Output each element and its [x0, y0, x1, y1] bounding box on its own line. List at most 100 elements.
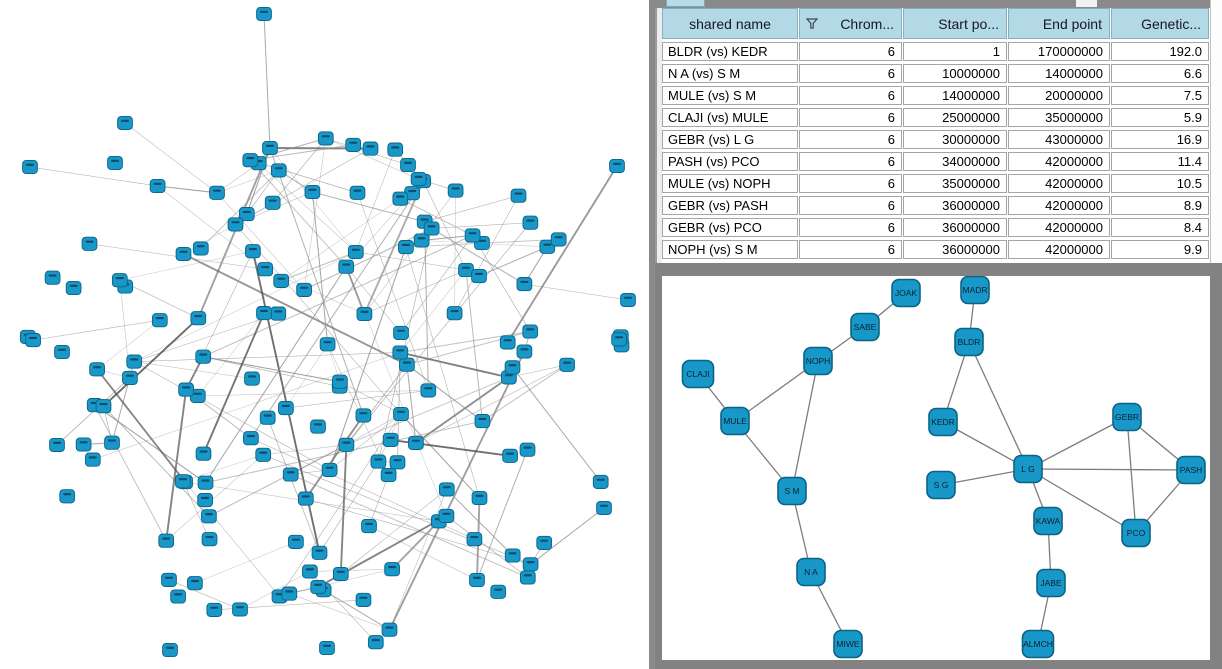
table-cell[interactable]: 16.9 — [1111, 130, 1209, 149]
network-node[interactable] — [438, 482, 455, 497]
node-KAWA[interactable]: KAWA — [1033, 506, 1063, 536]
network-node[interactable] — [408, 435, 424, 450]
node-MULE[interactable]: MULE — [720, 406, 750, 436]
network-node[interactable] — [201, 509, 217, 524]
network-node[interactable] — [178, 382, 194, 397]
network-node[interactable] — [446, 306, 463, 321]
network-node[interactable] — [262, 140, 278, 156]
table-cell[interactable]: 1 — [903, 42, 1007, 61]
network-node[interactable] — [175, 246, 192, 262]
network-node[interactable] — [400, 157, 416, 173]
table-cell[interactable]: 6 — [799, 42, 902, 61]
network-node[interactable] — [232, 602, 248, 617]
network-node[interactable] — [242, 153, 259, 168]
network-node[interactable] — [209, 185, 225, 200]
network-node[interactable] — [370, 454, 387, 469]
node-BLDR[interactable]: BLDR — [954, 327, 984, 357]
table-cell[interactable]: NOPH (vs) S M — [662, 240, 798, 259]
network-node[interactable] — [362, 141, 379, 156]
table-scrollbar[interactable] — [1210, 0, 1222, 263]
network-node[interactable] — [206, 602, 223, 617]
table-cell[interactable]: 170000000 — [1008, 42, 1110, 61]
node-SABE[interactable]: SABE — [850, 312, 880, 342]
table-cell[interactable]: 6 — [799, 196, 902, 215]
network-node[interactable] — [65, 280, 82, 296]
network-node[interactable] — [361, 519, 377, 534]
network-node[interactable] — [321, 462, 338, 477]
network-node[interactable] — [423, 221, 440, 236]
table-cell[interactable]: 36000000 — [903, 196, 1007, 215]
filter-funnel-icon[interactable] — [806, 18, 818, 29]
network-node[interactable] — [550, 232, 567, 247]
network-node[interactable] — [22, 159, 38, 175]
network-node[interactable] — [474, 414, 491, 429]
network-node[interactable] — [158, 533, 175, 548]
table-cell[interactable]: 6 — [799, 152, 902, 171]
network-node[interactable] — [392, 345, 409, 360]
table-cell[interactable]: 10000000 — [903, 64, 1007, 83]
network-node[interactable] — [347, 244, 364, 260]
edge-GEBR-PCO[interactable] — [1126, 416, 1137, 534]
network-node[interactable] — [338, 259, 355, 274]
network-node[interactable] — [381, 622, 398, 637]
table-cell[interactable]: 36000000 — [903, 218, 1007, 237]
network-node[interactable] — [201, 532, 218, 547]
node-ALMCH[interactable]: ALMCH — [1021, 629, 1055, 659]
network-node[interactable] — [104, 435, 120, 450]
network-node[interactable] — [117, 115, 133, 131]
network-node[interactable] — [49, 437, 65, 453]
node-NA[interactable]: N A — [796, 557, 826, 587]
table-cell[interactable]: 25000000 — [903, 108, 1007, 127]
node-CLAJI[interactable]: CLAJI — [681, 359, 715, 389]
network-node[interactable] — [54, 344, 70, 360]
table-cell[interactable]: 9.9 — [1111, 240, 1209, 259]
network-node[interactable] — [469, 572, 485, 588]
network-node[interactable] — [464, 228, 481, 243]
table-row[interactable]: GEBR (vs) L G 6 30000000 43000000 16.9 — [662, 130, 1209, 149]
table-cell[interactable]: GEBR (vs) PCO — [662, 218, 798, 237]
network-node[interactable] — [620, 292, 636, 308]
network-node[interactable] — [75, 437, 92, 452]
table-cell[interactable]: N A (vs) S M — [662, 64, 798, 83]
network-node[interactable] — [382, 432, 399, 447]
network-node[interactable] — [502, 448, 518, 463]
network-node[interactable] — [345, 137, 362, 152]
network-node[interactable] — [596, 500, 612, 516]
edge-BLDR-LG[interactable] — [968, 341, 1029, 470]
table-cell[interactable]: 36000000 — [903, 240, 1007, 259]
table-cell[interactable]: GEBR (vs) L G — [662, 130, 798, 149]
table-tab-sliver[interactable] — [666, 0, 705, 7]
network-node[interactable] — [256, 306, 272, 321]
column-header-genetic[interactable]: Genetic... — [1111, 8, 1209, 39]
network-node[interactable] — [380, 467, 397, 483]
node-SM[interactable]: S M — [777, 476, 807, 506]
network-node[interactable] — [111, 273, 128, 288]
table-cell[interactable]: CLAJI (vs) MULE — [662, 108, 798, 127]
network-node[interactable] — [317, 131, 334, 146]
network-node[interactable] — [490, 584, 507, 599]
node-KEDR[interactable]: KEDR — [928, 407, 958, 437]
table-cell[interactable]: 10.5 — [1111, 174, 1209, 193]
table-cell[interactable]: 6.6 — [1111, 64, 1209, 83]
network-node[interactable] — [151, 313, 168, 328]
column-header-chrom[interactable]: Chrom... — [799, 8, 902, 39]
network-node[interactable] — [399, 357, 415, 372]
network-node[interactable] — [270, 163, 287, 178]
network-node[interactable] — [332, 566, 349, 582]
edge-PASH-LG[interactable] — [1027, 468, 1192, 471]
network-node[interactable] — [255, 447, 272, 462]
network-node[interactable] — [398, 240, 414, 255]
network-node[interactable] — [190, 311, 207, 326]
node-JABE[interactable]: JABE — [1036, 568, 1066, 598]
network-node[interactable] — [389, 455, 406, 470]
network-node[interactable] — [466, 532, 483, 547]
network-node[interactable] — [438, 508, 455, 523]
table-cell[interactable]: GEBR (vs) PASH — [662, 196, 798, 215]
table-cell[interactable]: 6 — [799, 174, 902, 193]
node-SG[interactable]: S G — [926, 470, 956, 500]
table-cell[interactable]: 34000000 — [903, 152, 1007, 171]
network-node[interactable] — [393, 325, 409, 340]
network-node[interactable] — [149, 178, 166, 194]
network-node[interactable] — [25, 333, 41, 348]
network-node[interactable] — [192, 241, 209, 256]
